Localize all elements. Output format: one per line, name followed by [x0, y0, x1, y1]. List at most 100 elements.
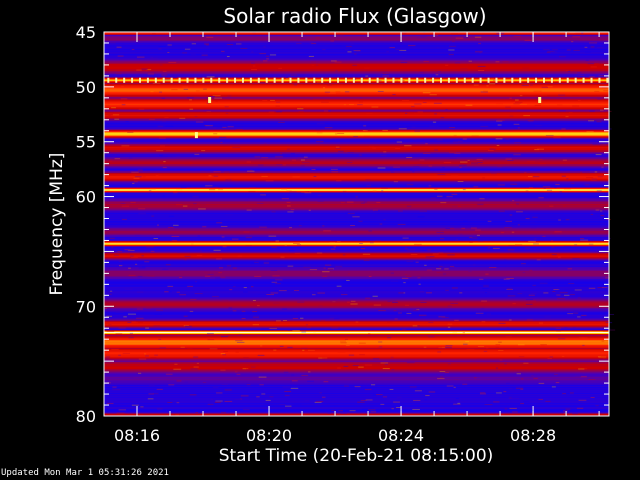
noise-speckle [242, 368, 246, 370]
noise-speckle [582, 344, 585, 346]
noise-speckle [434, 113, 438, 115]
noise-speckle [354, 310, 358, 312]
noise-speckle [316, 252, 323, 254]
spectrogram-row [104, 410, 609, 412]
noise-speckle [591, 178, 597, 180]
noise-speckle [424, 264, 427, 266]
periodic-dot [503, 77, 506, 83]
periodic-dot [558, 77, 561, 83]
noise-speckle [174, 363, 178, 365]
noise-speckle [252, 316, 260, 318]
noise-speckle [223, 350, 228, 352]
spectrogram-row [104, 139, 609, 141]
spectrogram-row [104, 319, 609, 321]
spectrogram-row [104, 304, 609, 306]
noise-speckle [266, 58, 269, 60]
spectrogram-row [104, 84, 609, 86]
spectrogram-row [104, 392, 609, 394]
noise-speckle [285, 77, 291, 79]
spectrogram-row [104, 113, 609, 115]
periodic-dot [186, 77, 189, 83]
noise-speckle [340, 202, 345, 204]
noise-speckle [130, 202, 136, 204]
noise-speckle [291, 159, 296, 161]
noise-speckle [232, 310, 237, 312]
noise-speckle [601, 87, 608, 89]
noise-speckle [203, 110, 211, 112]
noise-speckle [406, 362, 415, 364]
spectrogram-row [104, 135, 609, 137]
noise-speckle [396, 141, 403, 143]
noise-speckle [387, 300, 391, 302]
noise-speckle [445, 289, 449, 291]
noise-speckle [438, 252, 444, 254]
noise-speckle [353, 136, 359, 138]
noise-speckle [559, 292, 568, 294]
noise-speckle [281, 198, 290, 200]
noise-speckle [221, 383, 228, 385]
noise-speckle [483, 90, 488, 92]
spectrogram-row [104, 45, 609, 47]
noise-speckle [243, 231, 250, 233]
noise-speckle [405, 304, 410, 306]
noise-speckle [427, 249, 432, 251]
noise-speckle [572, 95, 580, 97]
noise-speckle [517, 224, 520, 226]
noise-speckle [147, 275, 153, 277]
spectrogram-row [104, 116, 609, 118]
noise-speckle [167, 44, 172, 46]
spectrogram-row [104, 193, 609, 195]
noise-speckle [444, 268, 449, 270]
noise-speckle [413, 399, 421, 401]
spectrogram-row [104, 356, 609, 358]
noise-speckle [171, 156, 174, 158]
noise-speckle [186, 97, 194, 99]
noise-speckle [576, 33, 584, 35]
spectrogram-row [104, 114, 609, 116]
noise-speckle [173, 368, 182, 370]
spectrogram-row [104, 273, 609, 275]
noise-speckle [395, 343, 402, 345]
noise-speckle [520, 378, 524, 380]
noise-speckle [296, 106, 305, 108]
spectrogram-row [104, 393, 609, 395]
noise-speckle [518, 82, 524, 84]
noise-speckle [199, 82, 205, 84]
periodic-dot [598, 77, 601, 83]
periodic-dot [606, 77, 609, 83]
spectrogram-row [104, 407, 609, 409]
spectrogram-row [104, 269, 609, 271]
spectrogram-row [104, 357, 609, 359]
noise-speckle [301, 347, 308, 349]
noise-speckle [144, 390, 150, 392]
noise-speckle [584, 51, 592, 53]
noise-speckle [292, 176, 300, 178]
noise-speckle [165, 125, 174, 127]
noise-speckle [526, 319, 533, 321]
noise-speckle [292, 317, 299, 319]
spectrogram-row [104, 413, 609, 415]
noise-speckle [222, 246, 227, 248]
noise-speckle [236, 43, 242, 45]
spectrogram-row [104, 55, 609, 57]
noise-speckle [297, 157, 305, 159]
spectrogram-row [104, 386, 609, 388]
noise-speckle [389, 300, 397, 302]
noise-speckle [252, 145, 257, 147]
spectrogram-row [104, 121, 609, 123]
noise-speckle [477, 65, 486, 67]
noise-speckle [552, 232, 557, 234]
noise-speckle [553, 137, 561, 139]
plot-area [104, 32, 616, 417]
noise-speckle [153, 325, 161, 327]
noise-speckle [564, 288, 570, 290]
spectrogram-row [104, 402, 609, 404]
noise-speckle [502, 61, 509, 63]
noise-speckle [438, 316, 446, 318]
noise-speckle [228, 283, 231, 285]
spectrogram-row [104, 360, 609, 362]
noise-speckle [212, 386, 219, 388]
noise-speckle [534, 125, 542, 127]
noise-speckle [201, 54, 208, 56]
noise-speckle [331, 171, 339, 173]
